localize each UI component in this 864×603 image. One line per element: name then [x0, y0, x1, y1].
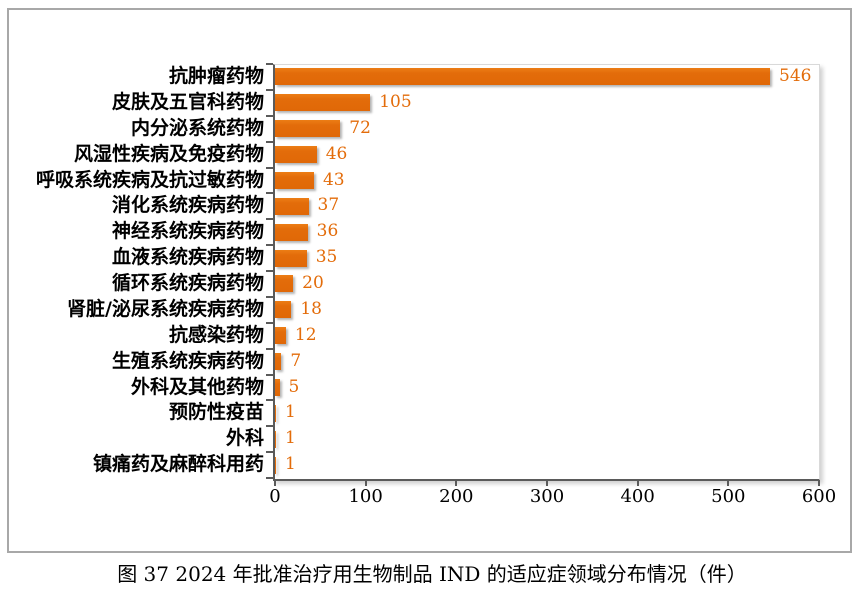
- value-label: 43: [322, 169, 345, 190]
- y-axis-tick-mark: [266, 244, 273, 247]
- bar: [275, 430, 276, 448]
- value-label: 1: [285, 402, 296, 423]
- x-axis-tick-mark: [636, 480, 639, 486]
- value-label: 36: [316, 221, 339, 242]
- category-label: 风湿性疾病及免疫药物: [73, 142, 264, 165]
- x-tick-label: 100: [348, 486, 383, 507]
- category-label: 内分泌系统药物: [130, 116, 264, 139]
- y-axis-tick-mark: [266, 425, 273, 428]
- x-axis-tick-mark: [727, 480, 730, 486]
- bar: [275, 353, 282, 371]
- value-label: 35: [315, 247, 338, 268]
- category-label: 肾脏/泌尿系统疾病药物: [67, 297, 264, 320]
- bar: [275, 94, 371, 112]
- category-label: 预防性疫苗: [168, 401, 264, 424]
- category-label: 呼吸系统疾病及抗过敏药物: [35, 168, 264, 191]
- category-label: 血液系统疾病药物: [111, 246, 264, 269]
- value-label: 37: [317, 195, 340, 216]
- bar: [275, 146, 317, 164]
- bar: [275, 223, 308, 241]
- x-tick-label: 0: [269, 486, 281, 507]
- y-axis-tick-mark: [266, 451, 273, 454]
- category-label: 神经系统疾病药物: [111, 220, 264, 243]
- plot-area: [273, 64, 820, 481]
- y-axis-tick-mark: [266, 218, 273, 221]
- bar: [275, 275, 294, 293]
- category-label: 消化系统疾病药物: [111, 194, 264, 217]
- x-tick-label: 500: [711, 486, 746, 507]
- y-axis-tick-mark: [266, 373, 273, 376]
- y-axis-tick-mark: [266, 399, 273, 402]
- x-axis-tick-mark: [818, 480, 820, 486]
- category-label: 外科: [225, 427, 264, 450]
- bar: [275, 404, 276, 422]
- y-axis-tick-mark: [266, 63, 273, 65]
- x-axis-tick-mark: [455, 480, 458, 486]
- value-label: 5: [288, 376, 300, 397]
- x-tick-label: 600: [801, 486, 837, 507]
- category-label: 抗感染药物: [168, 323, 264, 346]
- x-axis-tick-mark: [364, 480, 367, 486]
- bar: [275, 301, 292, 319]
- value-label: 546: [779, 66, 812, 86]
- y-axis-tick-mark: [266, 114, 273, 117]
- x-tick-label: 400: [620, 486, 655, 507]
- y-axis-tick-mark: [266, 192, 273, 195]
- y-axis-tick-mark: [266, 270, 273, 272]
- bar: [275, 327, 286, 345]
- value-label: 12: [294, 324, 317, 345]
- y-axis-tick-mark: [266, 88, 273, 91]
- x-axis-tick-mark: [274, 480, 276, 486]
- bar: [275, 120, 341, 138]
- value-label: 72: [349, 117, 371, 138]
- y-axis-tick-mark: [266, 295, 273, 298]
- value-label: 20: [302, 273, 324, 293]
- x-tick-label: 300: [529, 486, 565, 507]
- bar: [275, 197, 309, 215]
- y-axis-tick-mark: [266, 321, 273, 324]
- bar: [275, 378, 280, 396]
- value-label: 1: [285, 454, 296, 475]
- category-label: 生殖系统疾病药物: [111, 349, 264, 372]
- chart-caption: 图 37 2024 年批准治疗用生物制品 IND 的适应症领域分布情况（件）: [117, 562, 747, 586]
- y-axis-tick-mark: [266, 477, 273, 479]
- value-label: 7: [290, 350, 302, 371]
- x-tick-label: 200: [439, 486, 474, 507]
- x-axis-tick-mark: [546, 480, 548, 486]
- value-label: 105: [379, 91, 412, 112]
- category-label: 外科及其他药物: [130, 375, 264, 398]
- y-axis-tick-mark: [266, 347, 273, 350]
- bar: [275, 68, 771, 86]
- category-label: 抗肿瘤药物: [168, 65, 264, 87]
- bar: [275, 456, 276, 474]
- value-label: 18: [300, 298, 322, 319]
- value-label: 46: [325, 143, 348, 164]
- y-axis-tick-mark: [266, 140, 273, 143]
- bar: [275, 171, 314, 189]
- category-label: 循环系统疾病药物: [111, 272, 264, 294]
- category-label: 镇痛药及麻醉科用药: [92, 453, 264, 476]
- value-label: 1: [285, 428, 296, 449]
- bar: [275, 249, 307, 267]
- y-axis-tick-mark: [266, 166, 273, 169]
- category-label: 皮肤及五官科药物: [111, 90, 264, 113]
